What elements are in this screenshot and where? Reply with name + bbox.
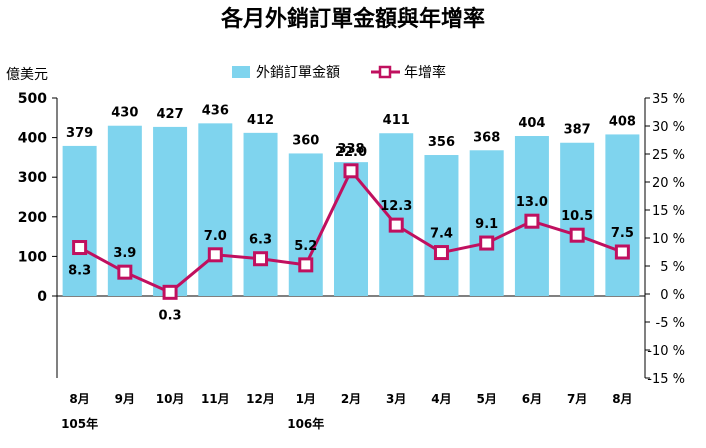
rate-value-label: 7.5 — [611, 226, 634, 241]
x-tick-label: 4月 — [431, 392, 451, 406]
bar-value-label: 436 — [202, 103, 229, 118]
x-tick-label: 2月 — [341, 392, 361, 406]
right-tick-label: 30 % — [652, 120, 685, 135]
bar-value-label: 387 — [564, 123, 591, 138]
rate-value-label: 13.0 — [516, 195, 548, 210]
bar-value-label: 379 — [66, 126, 93, 141]
left-tick-label: 200 — [18, 210, 47, 226]
year-label: 106年 — [287, 416, 324, 431]
rate-value-label: 3.9 — [113, 246, 136, 261]
right-tick-label: 0 % — [660, 288, 685, 303]
axes: 500 400 300 200 100 0 35 % 30 % 25 % 20 % 15 % 10 %… — [18, 91, 685, 387]
right-tick-label: 5 % — [660, 260, 685, 275]
rate-line-group — [72, 163, 630, 300]
rate-marker — [524, 213, 540, 229]
bar — [243, 132, 278, 296]
x-tick-label: 11月 — [201, 392, 230, 406]
bar-value-label: 411 — [383, 113, 410, 128]
left-tick-label: 300 — [18, 170, 47, 186]
right-tick-label: 25 % — [652, 148, 685, 163]
bar-value-label: 427 — [157, 107, 184, 122]
bar-value-label: 338 — [337, 142, 364, 157]
x-tick-label: 1月 — [296, 392, 316, 406]
x-tick-label: 10月 — [156, 392, 185, 406]
rate-labels: 8.3 3.9 0.3 7.0 6.3 5.2 22.0 12.3 7.4 9.1 13.0 10.5… — [68, 145, 634, 324]
bar-value-label: 430 — [111, 106, 138, 121]
rate-value-label: 12.3 — [380, 199, 412, 214]
legend: 外銷訂單金額 年增率 — [232, 64, 446, 81]
bar — [605, 134, 640, 296]
legend-bar-label: 外銷訂單金額 — [256, 65, 340, 81]
x-tick-label: 6月 — [522, 392, 542, 406]
bar-value-label: 404 — [518, 116, 545, 131]
bar — [288, 153, 323, 296]
left-tick-label: 0 — [37, 289, 47, 305]
bar — [334, 162, 368, 296]
right-tick-label: 15 % — [652, 204, 685, 219]
rate-marker — [388, 217, 404, 233]
right-tick-label: -5 % — [656, 316, 685, 331]
x-axis-labels: 8月 9月 10月 11月 12月 1月 2月 3月 4月 5月 6月 7月 8月 105年 106年 — [61, 392, 632, 431]
left-tick-label: 100 — [18, 249, 47, 265]
right-tick-label: -15 % — [647, 372, 685, 387]
left-tick-label: 500 — [18, 91, 47, 107]
x-tick-label: 8月 — [69, 392, 89, 406]
bar-value-label: 360 — [292, 133, 319, 148]
right-tick-label: 10 % — [652, 232, 685, 247]
bar — [379, 133, 414, 296]
rate-value-label: 0.3 — [159, 308, 182, 323]
bar — [560, 142, 595, 296]
bar-value-label: 412 — [247, 113, 274, 128]
year-label: 105年 — [61, 416, 98, 431]
chart-title: 各月外銷訂單金額與年增率 — [220, 6, 485, 32]
bar-value-label: 368 — [473, 130, 500, 145]
bar-value-label: 408 — [609, 114, 636, 129]
rate-marker — [343, 163, 359, 179]
rate-value-label: 7.4 — [430, 227, 453, 242]
rate-value-label: 22.0 — [335, 145, 367, 160]
rate-marker — [162, 284, 178, 300]
x-tick-label: 3月 — [386, 392, 406, 406]
x-tick-label: 9月 — [115, 392, 135, 406]
x-tick-label: 5月 — [477, 392, 497, 406]
bar — [469, 150, 504, 296]
rate-value-label: 5.2 — [294, 239, 317, 254]
bar — [62, 145, 97, 296]
bar — [153, 126, 188, 297]
right-tick-label: 35 % — [652, 92, 685, 107]
rate-marker — [433, 245, 449, 261]
x-tick-label: 7月 — [567, 392, 587, 406]
left-axis-label: 億美元 — [6, 67, 48, 83]
bar — [198, 123, 233, 297]
left-tick-label: 400 — [18, 131, 47, 147]
rate-marker — [207, 247, 223, 263]
rate-value-label: 8.3 — [68, 264, 91, 279]
rate-marker — [298, 257, 314, 273]
rate-value-label: 9.1 — [475, 217, 498, 232]
legend-line-marker — [378, 65, 392, 79]
x-tick-label: 12月 — [246, 392, 275, 406]
right-tick-label: 20 % — [652, 176, 685, 191]
rate-value-label: 6.3 — [249, 233, 272, 248]
rate-marker — [614, 244, 630, 260]
bar-value-label: 356 — [428, 135, 455, 150]
rate-marker — [569, 227, 585, 243]
legend-bar-swatch — [232, 66, 250, 78]
rate-value-label: 7.0 — [204, 229, 227, 244]
bar — [424, 155, 459, 296]
bar-labels: 379 430 427 436 412 360 338 411 356 368 404 387 408 — [66, 103, 636, 157]
rate-value-label: 10.5 — [561, 209, 593, 224]
rate-marker — [72, 240, 88, 256]
right-tick-label: -10 % — [647, 344, 685, 359]
rate-marker — [253, 251, 269, 267]
rate-marker — [117, 264, 133, 280]
rate-marker — [479, 235, 495, 251]
legend-line-label: 年增率 — [404, 64, 446, 81]
x-tick-label: 8月 — [612, 392, 632, 406]
